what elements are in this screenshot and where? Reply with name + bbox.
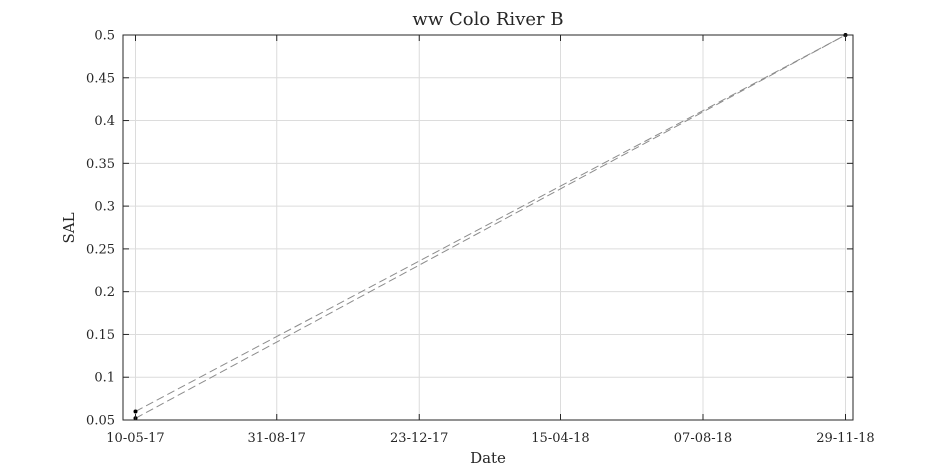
y-tick-label: 0.5 bbox=[94, 29, 115, 44]
plot-area bbox=[133, 33, 848, 421]
y-axis-label: SAL bbox=[60, 212, 78, 243]
y-tick-label: 0.1 bbox=[94, 371, 115, 386]
y-tick-label: 0.4 bbox=[94, 114, 115, 129]
x-axis-label: Date bbox=[470, 449, 506, 467]
x-tick-label: 07-08-18 bbox=[674, 431, 732, 446]
y-tick-label: 0.25 bbox=[86, 242, 115, 257]
y-tick-label: 0.2 bbox=[94, 285, 115, 300]
y-tick-label: 0.45 bbox=[86, 71, 115, 86]
chart-title: ww Colo River B bbox=[412, 9, 563, 30]
x-tick-label: 15-04-18 bbox=[531, 431, 589, 446]
series-line bbox=[135, 34, 846, 412]
y-tick-label: 0.05 bbox=[86, 414, 115, 429]
grid bbox=[123, 34, 853, 421]
y-tick-label: 0.15 bbox=[86, 328, 115, 343]
y-tick-label: 0.3 bbox=[94, 200, 115, 215]
ticks: 0.05 0.1 0.15 0.2 0.25 0.3 0.35 0.4 0.45 0.5 10-05… bbox=[86, 29, 875, 447]
y-tick-label: 0.35 bbox=[86, 157, 115, 172]
x-tick-label: 29-11-18 bbox=[816, 431, 874, 446]
x-tick-label: 23-12-17 bbox=[390, 431, 448, 446]
data-point bbox=[133, 409, 138, 414]
x-tick-label: 10-05-17 bbox=[106, 431, 164, 446]
x-tick-label: 31-08-17 bbox=[248, 431, 306, 446]
series-line bbox=[135, 34, 846, 419]
axes-box bbox=[122, 34, 854, 421]
